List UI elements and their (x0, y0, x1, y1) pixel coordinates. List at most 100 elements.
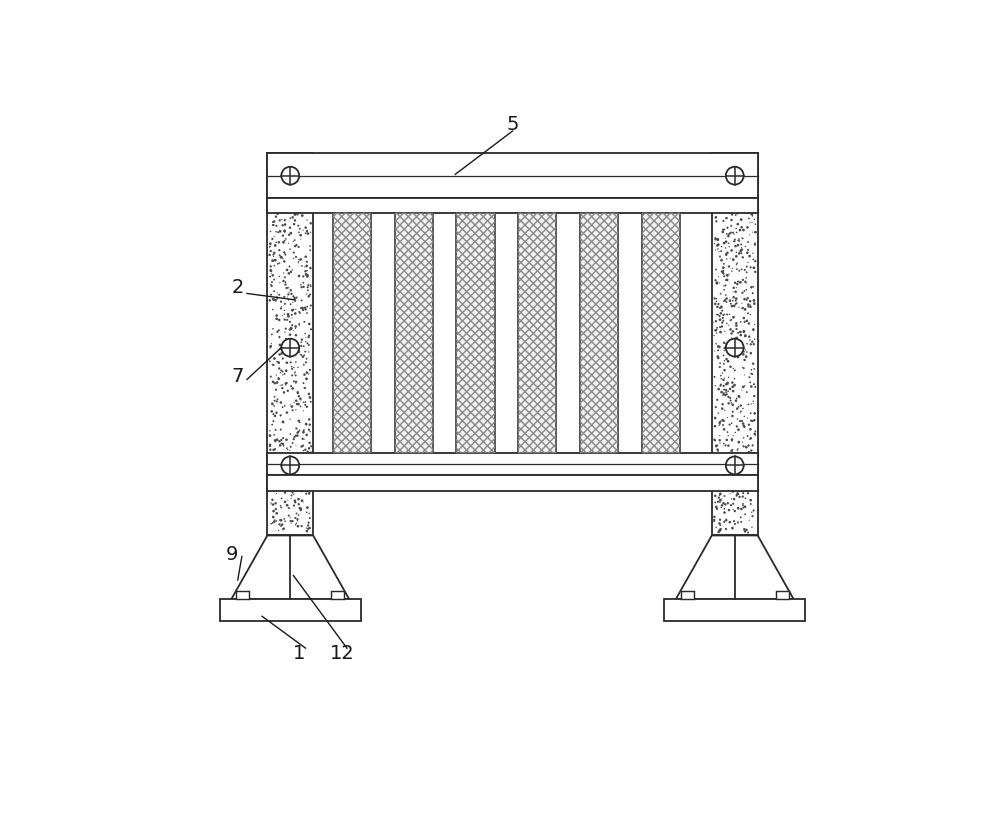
Point (716, 280, 732, 293)
Point (718, 280, 734, 293)
Point (285, 211, 301, 224)
Point (277, 218, 293, 232)
Point (283, 265, 299, 279)
Point (280, 288, 296, 301)
Point (269, 507, 285, 520)
Point (725, 253, 741, 266)
Point (710, 351, 726, 365)
Point (713, 194, 729, 207)
Point (273, 409, 289, 422)
Point (746, 261, 762, 275)
Point (301, 289, 317, 303)
Point (728, 176, 744, 189)
Point (299, 224, 315, 237)
Point (286, 251, 302, 265)
Point (716, 423, 732, 436)
Point (706, 514, 722, 527)
Point (735, 251, 751, 264)
Point (298, 195, 314, 208)
Point (270, 257, 286, 270)
Point (747, 332, 763, 346)
Point (716, 283, 732, 296)
Point (297, 443, 313, 457)
Point (269, 394, 285, 408)
Point (273, 471, 289, 484)
Point (730, 502, 746, 515)
Point (276, 522, 292, 535)
Point (290, 425, 306, 438)
Point (277, 213, 293, 227)
Point (728, 258, 744, 271)
Point (736, 325, 752, 338)
Point (728, 331, 744, 344)
Point (278, 197, 294, 210)
Point (708, 215, 724, 228)
Point (273, 302, 289, 315)
Point (295, 474, 311, 487)
Point (276, 266, 292, 280)
Point (745, 323, 761, 337)
Point (301, 170, 317, 184)
Point (269, 309, 285, 323)
Point (291, 226, 307, 239)
Point (297, 381, 313, 394)
Point (296, 261, 312, 274)
Point (279, 475, 295, 488)
Point (299, 161, 315, 174)
Point (738, 271, 754, 284)
Point (715, 418, 731, 432)
Point (290, 178, 306, 191)
Point (734, 263, 750, 276)
Point (726, 227, 742, 241)
Point (299, 400, 315, 414)
Point (725, 166, 741, 179)
Point (722, 452, 738, 466)
Point (283, 323, 299, 336)
Point (722, 467, 738, 480)
Point (707, 419, 723, 433)
Point (287, 208, 303, 221)
Point (282, 472, 298, 485)
Point (297, 460, 313, 473)
Point (722, 418, 738, 431)
Point (712, 429, 728, 442)
Point (707, 233, 723, 246)
Point (712, 489, 728, 502)
Point (286, 361, 302, 374)
Point (278, 364, 294, 377)
Point (742, 250, 758, 263)
Point (735, 490, 751, 503)
Point (288, 519, 304, 532)
Point (265, 468, 281, 481)
Point (737, 263, 753, 276)
Point (289, 238, 305, 251)
Point (279, 313, 295, 327)
Point (290, 361, 306, 374)
Point (263, 202, 279, 215)
Bar (580, 213, 618, 452)
Point (272, 348, 288, 361)
Point (294, 160, 310, 174)
Point (727, 364, 743, 377)
Point (735, 436, 751, 449)
Point (270, 474, 286, 487)
Point (283, 265, 299, 278)
Point (273, 437, 289, 450)
Point (282, 188, 298, 201)
Point (733, 414, 749, 428)
Point (719, 477, 735, 490)
Point (734, 414, 750, 428)
Point (273, 155, 289, 168)
Point (707, 411, 723, 424)
Point (726, 372, 742, 385)
Point (709, 439, 725, 452)
Point (295, 350, 311, 363)
Point (728, 294, 744, 308)
Point (733, 185, 749, 198)
Point (283, 462, 299, 476)
Point (708, 232, 724, 246)
Point (747, 318, 763, 331)
Point (293, 477, 309, 490)
Point (707, 433, 723, 447)
Point (285, 303, 301, 316)
